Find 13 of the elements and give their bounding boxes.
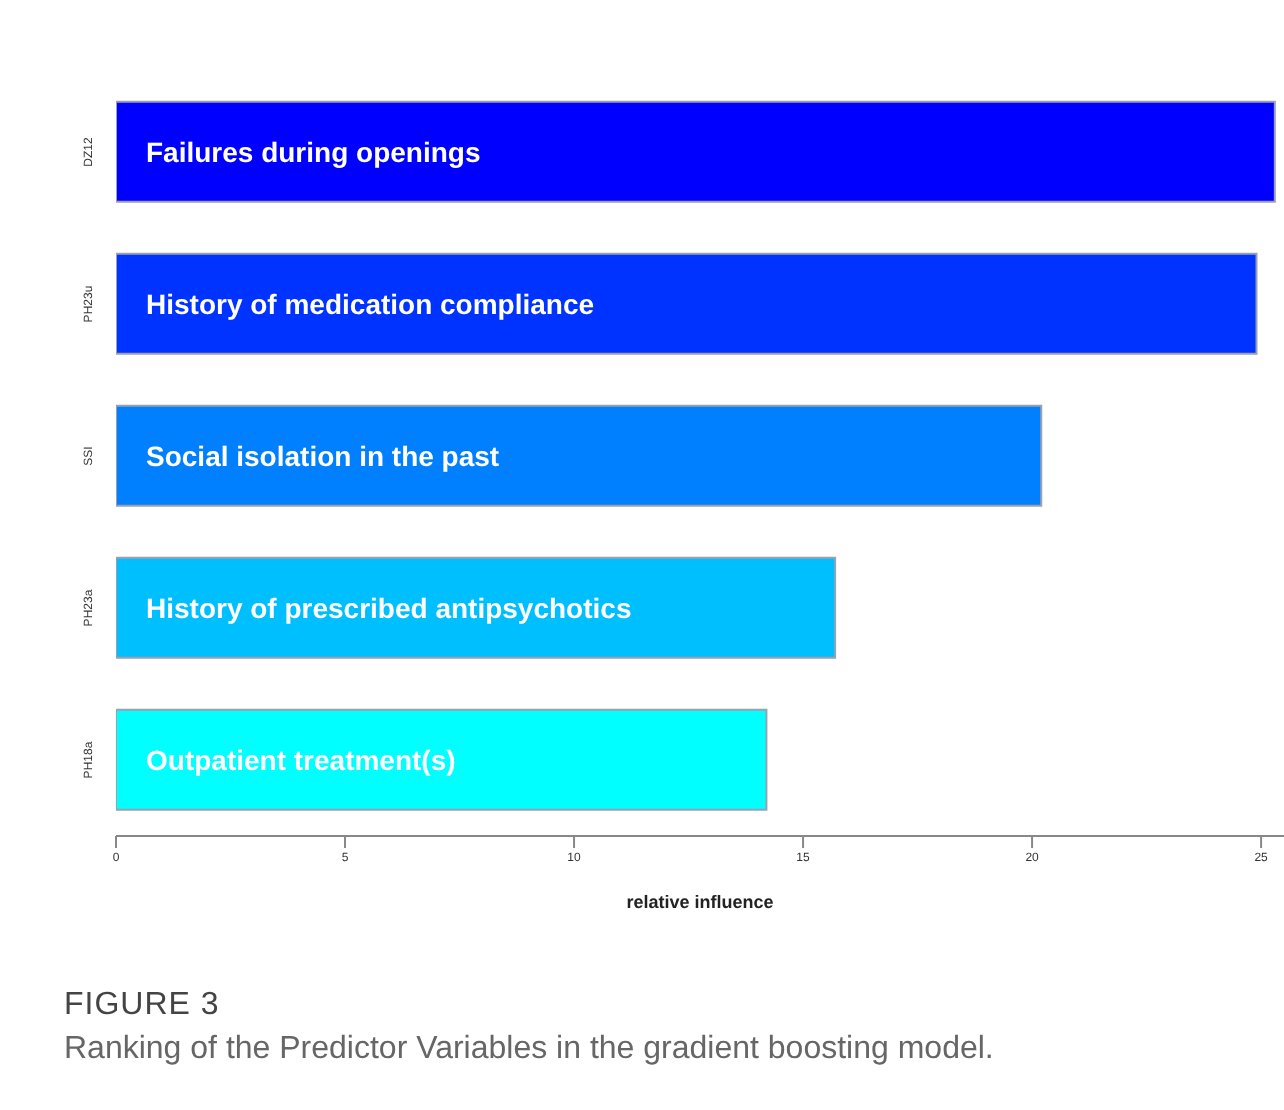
bar [116,404,1043,507]
x-axis-title: relative influence [626,892,774,912]
annotation: Failures during openings [146,135,481,168]
bar [116,100,1276,203]
bar [116,556,837,659]
bar [116,252,1258,355]
annotation: History of medication compliance [146,287,595,320]
bar [116,708,768,811]
text: Ranking of the Predictor Variables in the gradient boosting model. [64,1032,996,1068]
annotation: History of prescribed antipsychotics [146,591,632,624]
text: FIGURE 3 [64,988,222,1024]
annotation: Social isolation in the past [146,439,500,472]
annotation: Outpatient treatment(s) [146,743,456,776]
